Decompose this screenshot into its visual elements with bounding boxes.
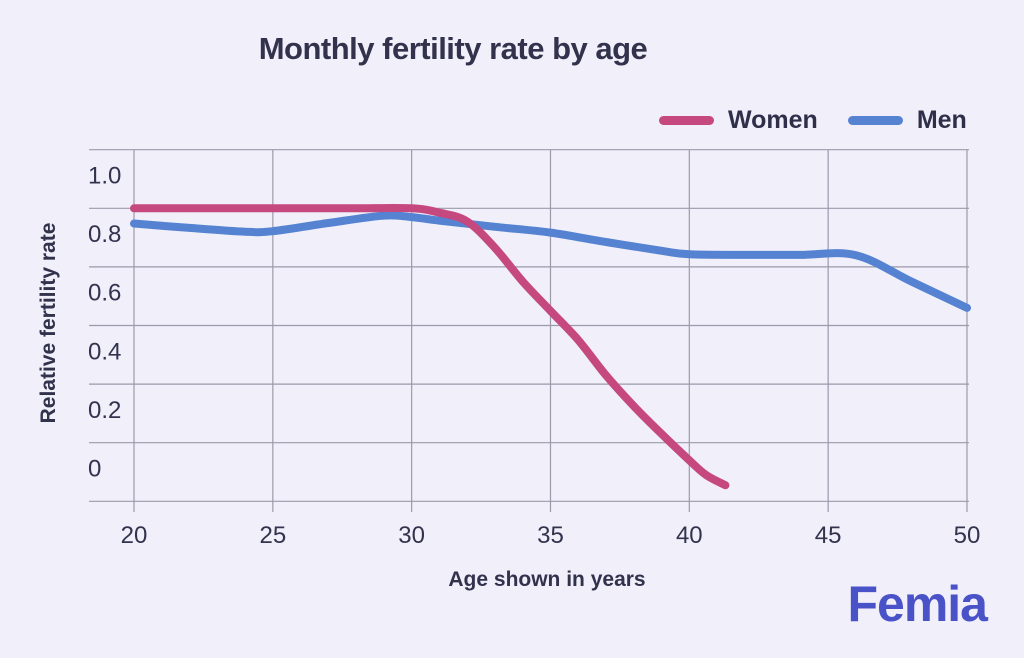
y-tick-label: 0 bbox=[88, 456, 101, 483]
x-tick-label: 40 bbox=[676, 522, 703, 549]
y-tick-label: 0.6 bbox=[88, 280, 121, 307]
men-line bbox=[130, 211, 971, 312]
legend-swatch bbox=[847, 115, 903, 125]
chart-title: Monthly fertility rate by age bbox=[258, 31, 648, 66]
y-tick-label: 1.0 bbox=[88, 163, 121, 190]
x-axis-title: Age shown in years bbox=[448, 568, 646, 591]
y-tick-labels: 1.0 0.8 0.6 0.4 0.2 0 bbox=[88, 163, 121, 483]
x-tick-label: 35 bbox=[537, 522, 564, 549]
legend-item-women: Women bbox=[659, 106, 818, 135]
y-tick-label: 0.8 bbox=[88, 221, 121, 248]
x-tick-label: 25 bbox=[259, 522, 286, 549]
x-tick-labels: 20 25 30 35 40 45 50 bbox=[121, 522, 981, 549]
x-tick-label: 50 bbox=[954, 522, 981, 549]
legend-item-men: Men bbox=[847, 105, 967, 135]
femia-logo: Femia bbox=[847, 576, 988, 632]
gridlines bbox=[89, 149, 969, 512]
x-tick-label: 20 bbox=[121, 522, 148, 549]
y-tick-label: 0.4 bbox=[88, 338, 121, 365]
legend-label: Women bbox=[728, 105, 818, 134]
legend-label: Men bbox=[916, 105, 967, 134]
x-tick-label: 45 bbox=[815, 522, 842, 549]
women-line bbox=[130, 203, 730, 490]
x-tick-label: 30 bbox=[398, 522, 425, 549]
chart-legend: Women Men bbox=[659, 105, 967, 135]
legend-swatch bbox=[659, 115, 714, 125]
y-tick-label: 0.2 bbox=[88, 397, 121, 424]
